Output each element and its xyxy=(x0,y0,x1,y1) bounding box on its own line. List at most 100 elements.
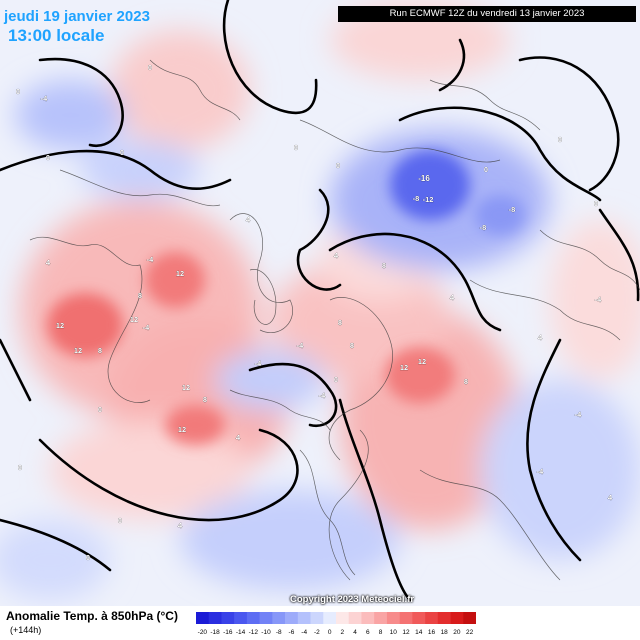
legend-swatch xyxy=(196,612,210,624)
legend-tick-label: 6 xyxy=(366,629,370,636)
anomaly-value-label: 12 xyxy=(418,357,426,366)
legend-title: Anomalie Temp. à 850hPa (°C) xyxy=(6,609,178,623)
legend-swatch xyxy=(348,612,362,624)
forecast-time: 13:00 locale xyxy=(8,26,105,45)
anomaly-value-label: 0 xyxy=(98,405,102,414)
anomaly-value-label: -4 xyxy=(255,359,262,368)
legend-tick-label: -14 xyxy=(236,629,246,636)
anomaly-value-label: 12 xyxy=(182,383,190,392)
anomaly-value-label: 4 xyxy=(538,333,543,342)
legend-tick-label: -18 xyxy=(210,629,220,636)
anomaly-value-label: 12 xyxy=(178,425,186,434)
map-value-labels: -16-12-8-8-8-4-4-4-4-4-4-4-4-40000000000… xyxy=(16,63,613,562)
anomaly-value-label: 12 xyxy=(56,321,64,330)
legend-swatch xyxy=(399,612,413,624)
anomaly-value-label: 4 xyxy=(46,258,51,267)
legend-swatch xyxy=(361,612,375,624)
anomaly-value-label: 8 xyxy=(338,318,342,327)
legend-swatch xyxy=(336,612,350,624)
color-scale-legend: -20 -18 -16 -14 -12 -10 -8 -6 -4 -2 0 2 4 6 8 10 12 14 16 1… xyxy=(196,612,476,636)
anomaly-value-label: 12 xyxy=(400,363,408,372)
anomaly-value-label: 4 xyxy=(334,251,339,260)
legend-tick-label: -12 xyxy=(249,629,259,636)
anomaly-value-label: -4 xyxy=(595,295,602,304)
legend-tick-label: 10 xyxy=(390,629,398,636)
anomaly-value-label: -4 xyxy=(297,341,304,350)
anomaly-value-label: 4 xyxy=(246,215,251,224)
legend-tick-label: 22 xyxy=(466,629,474,636)
anomaly-value-label: 0 xyxy=(148,63,152,72)
legend-tick-label: 16 xyxy=(428,629,436,636)
anomaly-value-label: 0 xyxy=(18,463,22,472)
legend-swatch xyxy=(425,612,439,624)
legend-swatch xyxy=(310,612,324,624)
legend-swatch xyxy=(463,612,476,624)
forecast-lead-time: (+144h) xyxy=(10,625,42,635)
anomaly-value-label: 8 xyxy=(350,341,354,350)
legend-tick-label: 2 xyxy=(341,629,345,636)
legend-swatch xyxy=(323,612,337,624)
anomaly-value-label: 4 xyxy=(178,521,183,530)
anomaly-value-label: 0 xyxy=(558,135,562,144)
legend-swatch xyxy=(221,612,235,624)
anomaly-value-label: 0 xyxy=(118,516,122,525)
legend-swatch xyxy=(412,612,426,624)
legend-tick-label: 18 xyxy=(441,629,449,636)
legend-tick-label: -8 xyxy=(276,629,282,636)
legend-swatch xyxy=(259,612,273,624)
legend-swatch xyxy=(246,612,260,624)
anomaly-value-label: 8 xyxy=(98,346,102,355)
anomaly-value-label: 0 xyxy=(16,87,20,96)
anomaly-value-label: 0 xyxy=(120,148,124,157)
anomaly-value-label: 0 xyxy=(334,375,338,384)
anomaly-value-label: -4 xyxy=(537,467,544,476)
anomaly-value-label: -16 xyxy=(418,174,430,183)
legend-tick-label: -16 xyxy=(223,629,233,636)
legend-swatch xyxy=(437,612,451,624)
anomaly-value-label: 4 xyxy=(608,493,613,502)
legend-swatch xyxy=(285,612,299,624)
anomaly-value-label: 4 xyxy=(236,433,241,442)
anomaly-value-label: -4 xyxy=(143,323,150,332)
anomaly-value-label: 12 xyxy=(130,315,138,324)
anomaly-value-label: -8 xyxy=(509,205,516,214)
legend-swatch xyxy=(234,612,248,624)
zero-contour-lines xyxy=(0,0,640,602)
anomaly-value-label: 8 xyxy=(464,377,468,386)
legend-tick-label: 12 xyxy=(402,629,410,636)
legend-tick-label: -2 xyxy=(314,629,320,636)
anomaly-value-label: -4 xyxy=(147,255,154,264)
legend-tick-label: -20 xyxy=(198,629,208,636)
legend-tick-label: 14 xyxy=(415,629,423,636)
anomaly-value-label: 0 xyxy=(294,143,298,152)
legend-swatch xyxy=(450,612,464,624)
anomaly-value-label: 0 xyxy=(336,161,340,170)
anomaly-value-label: 0 xyxy=(484,165,488,174)
anomaly-value-label: -8 xyxy=(413,194,420,203)
anomaly-value-label: 12 xyxy=(74,346,82,355)
legend-tick-label: 20 xyxy=(453,629,461,636)
legend-tick-label: -10 xyxy=(261,629,271,636)
legend-tick-label: -4 xyxy=(301,629,307,636)
anomaly-value-label: 4 xyxy=(450,293,455,302)
forecast-date: jeudi 19 janvier 2023 xyxy=(4,8,150,25)
anomaly-value-label: 12 xyxy=(176,269,184,278)
anomaly-value-label: 0 xyxy=(46,153,50,162)
anomaly-value-label: -4 xyxy=(41,94,48,103)
legend-tick-label: 8 xyxy=(379,629,383,636)
coastlines xyxy=(29,59,640,581)
legend-tick-label: -6 xyxy=(289,629,295,636)
run-info-banner: Run ECMWF 12Z du vendredi 13 janvier 202… xyxy=(338,6,636,22)
legend-swatch xyxy=(272,612,286,624)
legend-tick-label: 0 xyxy=(328,629,332,636)
legend-tick-label: 4 xyxy=(353,629,357,636)
anomaly-value-label: -12 xyxy=(423,195,434,204)
anomaly-value-label: 0 xyxy=(594,199,598,208)
anomaly-value-label: 8 xyxy=(203,395,207,404)
anomaly-value-label: -4 xyxy=(575,410,582,419)
legend-swatch xyxy=(297,612,311,624)
anomaly-value-label: -4 xyxy=(319,391,326,400)
anomaly-value-label: -8 xyxy=(480,223,487,232)
anomaly-value-label: 8 xyxy=(382,261,386,270)
